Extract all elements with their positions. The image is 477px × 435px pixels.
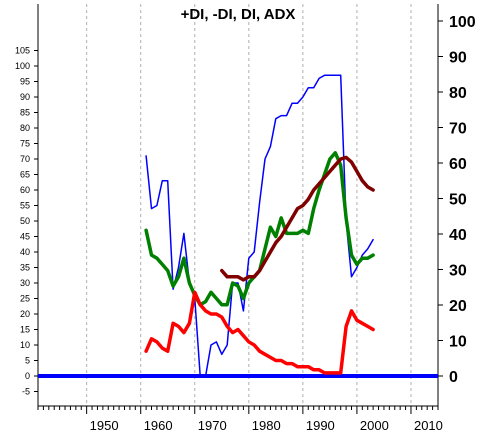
left-tick-label: 55 bbox=[20, 201, 30, 211]
x-axis: 1950 1960 1970 1980 1990 2000 2010 bbox=[37, 405, 443, 433]
left-tick-label: 40 bbox=[20, 247, 30, 257]
minus-di-series-line bbox=[144, 290, 375, 375]
x-tick-label: 1990 bbox=[306, 418, 335, 433]
chart-title: +DI, -DI, DI, ADX bbox=[181, 6, 296, 23]
right-tick-label: 60 bbox=[449, 156, 467, 173]
left-tick-label: 15 bbox=[20, 325, 30, 335]
left-tick-label: 100 bbox=[15, 61, 30, 71]
left-tick-label: 70 bbox=[20, 154, 30, 164]
right-tick-label: 90 bbox=[449, 50, 467, 67]
x-tick-label: 1950 bbox=[90, 418, 119, 433]
right-tick-label: 0 bbox=[449, 369, 458, 386]
left-tick-label: 45 bbox=[20, 232, 30, 242]
right-tick-label: 70 bbox=[449, 121, 467, 138]
right-tick-label: 40 bbox=[449, 227, 467, 244]
x-tick-label: 2000 bbox=[360, 418, 389, 433]
left-tick-label: 5 bbox=[25, 356, 30, 366]
left-tick-label: 25 bbox=[20, 294, 30, 304]
left-tick-label: 30 bbox=[20, 278, 30, 288]
left-tick-label: 50 bbox=[20, 216, 30, 226]
x-tick-label: 1980 bbox=[252, 418, 281, 433]
right-y-axis: 0 10 20 30 40 50 60 70 80 90 100 bbox=[437, 4, 476, 406]
right-tick-label: 100 bbox=[449, 14, 476, 31]
right-tick-label: 80 bbox=[449, 85, 467, 102]
left-tick-label: 105 bbox=[15, 46, 30, 56]
series-lines bbox=[144, 74, 375, 377]
x-tick-label: 1970 bbox=[198, 418, 227, 433]
left-y-axis: -5 0 5 10 15 20 25 30 35 40 45 50 55 60 65 70 75 80 85 90 95… bbox=[15, 4, 39, 406]
left-tick-label: -5 bbox=[22, 387, 30, 397]
left-tick-label: 75 bbox=[20, 139, 30, 149]
right-tick-label: 50 bbox=[449, 192, 467, 209]
left-tick-label: 20 bbox=[20, 309, 30, 319]
left-tick-label: 65 bbox=[20, 170, 30, 180]
x-tick-label: 1960 bbox=[144, 418, 173, 433]
left-tick-label: 85 bbox=[20, 108, 30, 118]
left-tick-label: 95 bbox=[20, 77, 30, 87]
right-tick-label: 20 bbox=[449, 298, 467, 315]
left-tick-label: 90 bbox=[20, 92, 30, 102]
left-tick-label: 80 bbox=[20, 123, 30, 133]
di-line-series-line bbox=[145, 74, 374, 377]
plus-di-series-line bbox=[144, 151, 375, 307]
left-tick-label: 60 bbox=[20, 185, 30, 195]
vertical-gridlines bbox=[86, 4, 412, 406]
x-tick-label: 2010 bbox=[414, 418, 443, 433]
right-tick-label: 10 bbox=[449, 334, 467, 351]
left-tick-label: 10 bbox=[20, 340, 30, 350]
adx-series-line bbox=[220, 155, 375, 282]
left-tick-label: 35 bbox=[20, 263, 30, 273]
left-tick-label: 0 bbox=[25, 371, 30, 381]
right-tick-label: 30 bbox=[449, 263, 467, 280]
